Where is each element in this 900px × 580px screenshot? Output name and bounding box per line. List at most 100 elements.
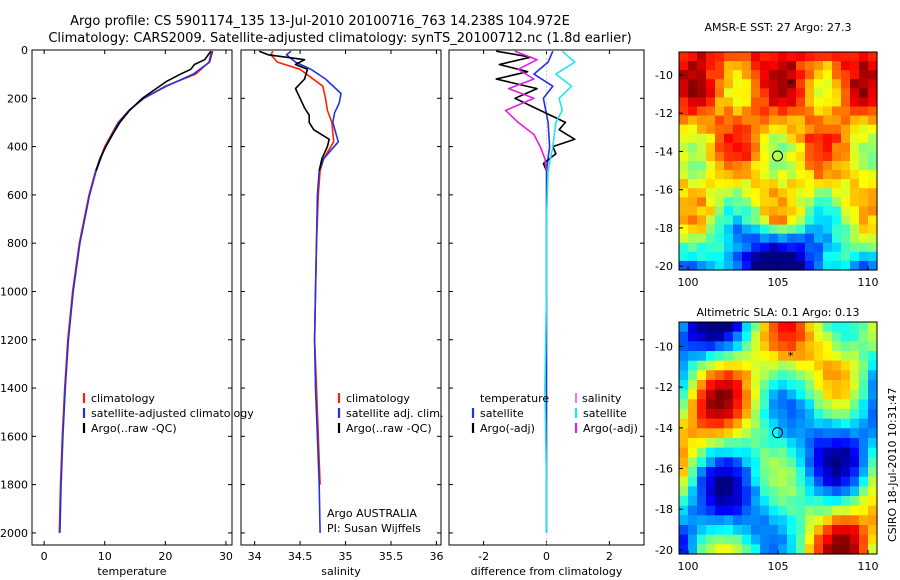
heatmap-cell (868, 351, 878, 362)
heatmap-cell (778, 341, 788, 352)
heatmap-cell (778, 188, 788, 198)
heatmap-cell (697, 188, 707, 198)
heatmap-cell (679, 322, 689, 333)
heatmap-cell (823, 88, 833, 99)
heatmap-cell (769, 380, 779, 391)
heatmap-cell (859, 61, 869, 71)
heatmap-cell (733, 233, 743, 244)
heatmap-cell (796, 197, 806, 208)
heatmap-cell (760, 515, 770, 526)
heatmap-cell (814, 188, 824, 198)
heatmap-cell (787, 224, 797, 235)
heatmap-cell (868, 79, 878, 89)
heatmap-cell (688, 331, 698, 342)
heatmap-cell (706, 438, 716, 449)
heatmap-cell (778, 438, 788, 449)
heatmap-cell (679, 389, 689, 400)
heatmap-cell (868, 88, 878, 99)
heatmap-cell (769, 115, 779, 126)
heatmap-cell (787, 341, 797, 352)
heatmap-cell (742, 380, 752, 391)
heatmap-cell (850, 447, 860, 458)
heatmap-cell (769, 133, 779, 144)
heatmap-cell (814, 399, 824, 410)
heatmap-cell (868, 409, 878, 420)
heatmap-cell (832, 215, 842, 226)
heatmap-cell (868, 242, 878, 253)
heatmap-cell (706, 197, 716, 208)
heatmap-cell (859, 380, 869, 391)
heatmap-cell (769, 215, 779, 226)
heatmap-cell (868, 97, 878, 108)
heatmap-cell (859, 428, 869, 439)
heatmap-cell (805, 525, 815, 536)
heatmap-cell (832, 525, 842, 536)
heatmap-cell (841, 79, 851, 89)
heatmap-cell (688, 380, 698, 391)
x-tick-label: 0 (41, 550, 48, 563)
heatmap-cell (787, 260, 797, 271)
heatmap-cell (787, 515, 797, 526)
heatmap-cell (715, 188, 725, 198)
heatmap-cell (715, 97, 725, 108)
heatmap-cell (679, 188, 689, 198)
heatmap-cell (787, 151, 797, 162)
heatmap-cell (751, 106, 761, 117)
heatmap-cell (868, 534, 878, 545)
heatmap-cell (796, 457, 806, 468)
heatmap-cell (787, 360, 797, 371)
heatmap-cell (706, 124, 716, 135)
heatmap-cell (787, 370, 797, 381)
heatmap-cell (823, 380, 833, 391)
heatmap-cell (868, 496, 878, 507)
heatmap-cell (796, 389, 806, 400)
heatmap-cell (769, 351, 779, 362)
heatmap-cell (850, 505, 860, 516)
heatmap-cell (688, 97, 698, 108)
heatmap-cell (850, 70, 860, 80)
heatmap-cell (679, 418, 689, 429)
heatmap-cell (688, 428, 698, 439)
heatmap-cell (706, 233, 716, 244)
heatmap-cell (814, 179, 824, 189)
heatmap-cell (742, 115, 752, 126)
heatmap-cell (805, 331, 815, 342)
heatmap-cell (679, 260, 689, 271)
heatmap-cell (742, 360, 752, 371)
heatmap-cell (859, 188, 869, 198)
heatmap-cell (868, 389, 878, 400)
heatmap-cell (868, 428, 878, 439)
heatmap-cell (796, 399, 806, 410)
heatmap-cell (688, 251, 698, 262)
heatmap-cell (769, 389, 779, 400)
heatmap-cell (859, 133, 869, 144)
heatmap-cell (787, 428, 797, 439)
heatmap-cell (751, 428, 761, 439)
heatmap-cell (706, 505, 716, 516)
heatmap-cell (724, 106, 734, 117)
y-tick-label: 400 (7, 141, 28, 154)
heatmap-cell (760, 389, 770, 400)
heatmap-cell (751, 476, 761, 487)
heatmap-cell (751, 179, 761, 189)
heatmap-cell (859, 70, 869, 80)
heatmap-cell (760, 534, 770, 545)
heatmap-cell (778, 399, 788, 410)
heatmap-cell (787, 467, 797, 478)
x-tick-label: 34 (248, 550, 262, 563)
heatmap-cell (751, 457, 761, 468)
heatmap-cell (706, 242, 716, 253)
heatmap-cell (760, 251, 770, 262)
heatmap-cell (742, 52, 752, 62)
heatmap-cell (787, 52, 797, 62)
heatmap-cell (751, 242, 761, 253)
heatmap-cell (706, 409, 716, 420)
x-tick-label: 0 (543, 550, 550, 563)
heatmap-cell (751, 206, 761, 217)
heatmap-cell (769, 525, 779, 536)
legend-heading-temperature: temperature (480, 392, 549, 405)
heatmap-cell (760, 215, 770, 226)
heatmap-cell (769, 179, 779, 189)
heatmap-cell (688, 242, 698, 253)
heatmap-cell (760, 206, 770, 217)
